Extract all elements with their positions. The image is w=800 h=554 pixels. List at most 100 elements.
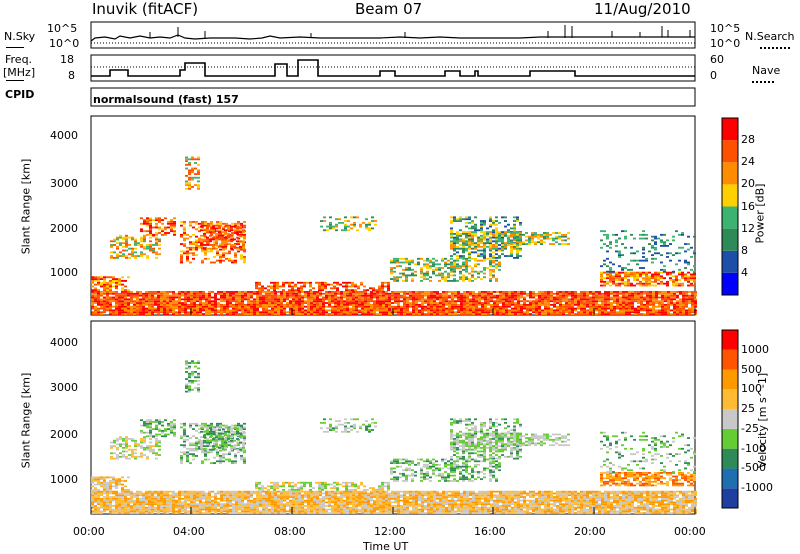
power-cell bbox=[489, 249, 492, 252]
power-cell bbox=[559, 305, 562, 308]
power-cell bbox=[341, 229, 344, 232]
power-cell bbox=[238, 307, 241, 310]
power-cell bbox=[194, 176, 197, 179]
velocity-cell bbox=[148, 506, 151, 509]
power-cell bbox=[574, 300, 577, 303]
power-cell bbox=[127, 307, 130, 310]
power-cell bbox=[227, 234, 230, 237]
power-cell bbox=[355, 303, 358, 306]
velocity-cell bbox=[100, 494, 103, 497]
power-cell bbox=[421, 309, 424, 312]
power-cell bbox=[140, 244, 143, 246]
power-cell bbox=[679, 309, 682, 312]
velocity-cell bbox=[181, 492, 184, 495]
power-cell bbox=[481, 298, 484, 301]
power-cell bbox=[349, 302, 352, 304]
power-cell bbox=[115, 305, 118, 308]
power-cell bbox=[477, 263, 480, 266]
power-cell bbox=[253, 300, 256, 303]
power-cell bbox=[508, 300, 511, 303]
power-cell bbox=[253, 292, 256, 295]
power-cell bbox=[388, 313, 391, 315]
power-cell bbox=[189, 222, 192, 225]
power-cell bbox=[616, 300, 619, 303]
power-cell bbox=[106, 291, 109, 293]
power-cell bbox=[540, 243, 543, 245]
power-cell bbox=[268, 292, 271, 295]
power-cell bbox=[212, 225, 215, 228]
velocity-cell bbox=[187, 499, 190, 502]
power-cell bbox=[426, 267, 429, 269]
power-cell bbox=[583, 309, 586, 312]
power-cell bbox=[483, 234, 486, 237]
power-cell bbox=[218, 245, 221, 248]
power-cell bbox=[244, 311, 247, 314]
power-cell bbox=[462, 261, 465, 264]
velocity-cell bbox=[124, 494, 127, 497]
power-cell bbox=[97, 300, 100, 303]
power-cell bbox=[418, 298, 421, 301]
velocity-cell bbox=[220, 508, 223, 511]
power-cell bbox=[595, 291, 598, 293]
power-cell bbox=[183, 222, 186, 225]
power-cell bbox=[412, 309, 415, 312]
power-cell bbox=[550, 307, 553, 310]
velocity-cell bbox=[190, 497, 193, 500]
power-cell bbox=[663, 233, 666, 236]
power-cell bbox=[685, 294, 688, 297]
power-cell bbox=[127, 313, 130, 315]
power-cell bbox=[586, 303, 589, 306]
power-cell bbox=[355, 298, 358, 301]
power-cell bbox=[415, 294, 418, 297]
power-cell bbox=[654, 248, 657, 251]
power-cell bbox=[691, 292, 694, 295]
power-cell bbox=[283, 292, 286, 295]
power-cell bbox=[535, 305, 538, 308]
velocity-cell bbox=[97, 497, 100, 500]
velocity-cell bbox=[103, 492, 106, 495]
power-cell bbox=[396, 265, 399, 268]
power-cell bbox=[112, 285, 115, 288]
velocity-cell bbox=[166, 506, 169, 509]
power-cell bbox=[489, 216, 492, 219]
power-cell bbox=[106, 281, 109, 284]
power-cell bbox=[145, 311, 148, 314]
power-cell bbox=[519, 243, 522, 245]
power-cell bbox=[451, 309, 454, 312]
power-cell bbox=[219, 254, 222, 257]
power-cell bbox=[211, 296, 214, 299]
power-cell bbox=[453, 274, 456, 277]
power-cell bbox=[457, 298, 460, 301]
power-cell bbox=[112, 309, 115, 312]
power-cell bbox=[119, 244, 122, 246]
power-cell bbox=[643, 291, 646, 293]
power-cell bbox=[173, 224, 176, 227]
power-cell bbox=[624, 277, 627, 280]
power-cell bbox=[381, 281, 384, 284]
velocity-cell bbox=[232, 505, 235, 507]
power-cell bbox=[334, 307, 337, 310]
power-cell bbox=[106, 292, 109, 295]
power-cell bbox=[106, 287, 109, 290]
velocity-cell bbox=[118, 497, 121, 500]
power-cell bbox=[508, 303, 511, 306]
power-cell bbox=[361, 298, 364, 301]
power-cell bbox=[163, 292, 166, 295]
power-cell bbox=[472, 302, 475, 304]
power-cell bbox=[268, 305, 271, 308]
power-cell bbox=[371, 220, 374, 222]
power-cell bbox=[215, 244, 218, 246]
power-cell bbox=[232, 305, 235, 308]
power-cell bbox=[241, 291, 244, 293]
velocity-cell bbox=[208, 501, 211, 504]
power-cell bbox=[429, 276, 432, 279]
power-cell bbox=[516, 218, 519, 221]
power-cell bbox=[228, 250, 231, 253]
power-cell bbox=[215, 242, 218, 245]
power-cell bbox=[595, 300, 598, 303]
power-cell bbox=[170, 222, 173, 225]
velocity-cell bbox=[124, 512, 127, 514]
power-cell bbox=[137, 255, 140, 257]
power-cell bbox=[94, 278, 97, 280]
power-cell bbox=[424, 298, 427, 301]
